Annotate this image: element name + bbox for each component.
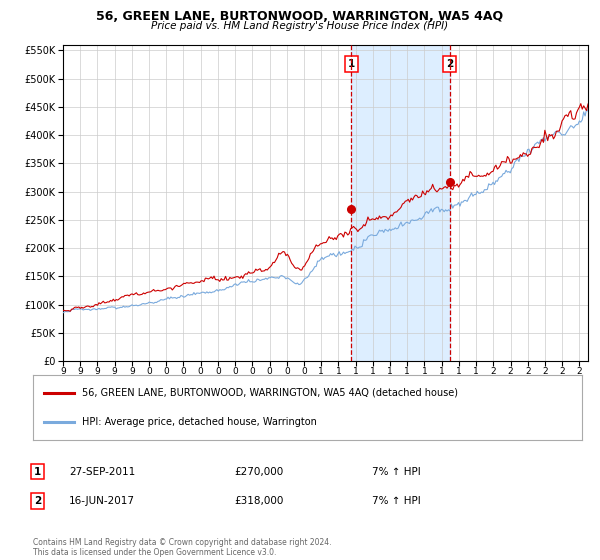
Text: 1: 1 bbox=[347, 59, 355, 69]
Text: 2: 2 bbox=[34, 496, 41, 506]
Text: £318,000: £318,000 bbox=[234, 496, 283, 506]
Text: 16-JUN-2017: 16-JUN-2017 bbox=[69, 496, 135, 506]
Text: 7% ↑ HPI: 7% ↑ HPI bbox=[372, 466, 421, 477]
Text: 7% ↑ HPI: 7% ↑ HPI bbox=[372, 496, 421, 506]
Text: 1: 1 bbox=[34, 466, 41, 477]
Text: 56, GREEN LANE, BURTONWOOD, WARRINGTON, WA5 4AQ: 56, GREEN LANE, BURTONWOOD, WARRINGTON, … bbox=[97, 10, 503, 23]
Text: Contains HM Land Registry data © Crown copyright and database right 2024.
This d: Contains HM Land Registry data © Crown c… bbox=[33, 538, 331, 557]
Text: 56, GREEN LANE, BURTONWOOD, WARRINGTON, WA5 4AQ (detached house): 56, GREEN LANE, BURTONWOOD, WARRINGTON, … bbox=[82, 388, 458, 398]
Text: HPI: Average price, detached house, Warrington: HPI: Average price, detached house, Warr… bbox=[82, 417, 317, 427]
Text: 27-SEP-2011: 27-SEP-2011 bbox=[69, 466, 135, 477]
Text: Price paid vs. HM Land Registry's House Price Index (HPI): Price paid vs. HM Land Registry's House … bbox=[151, 21, 449, 31]
Text: 2: 2 bbox=[446, 59, 453, 69]
Bar bbox=[352, 45, 449, 361]
Text: £270,000: £270,000 bbox=[234, 466, 283, 477]
